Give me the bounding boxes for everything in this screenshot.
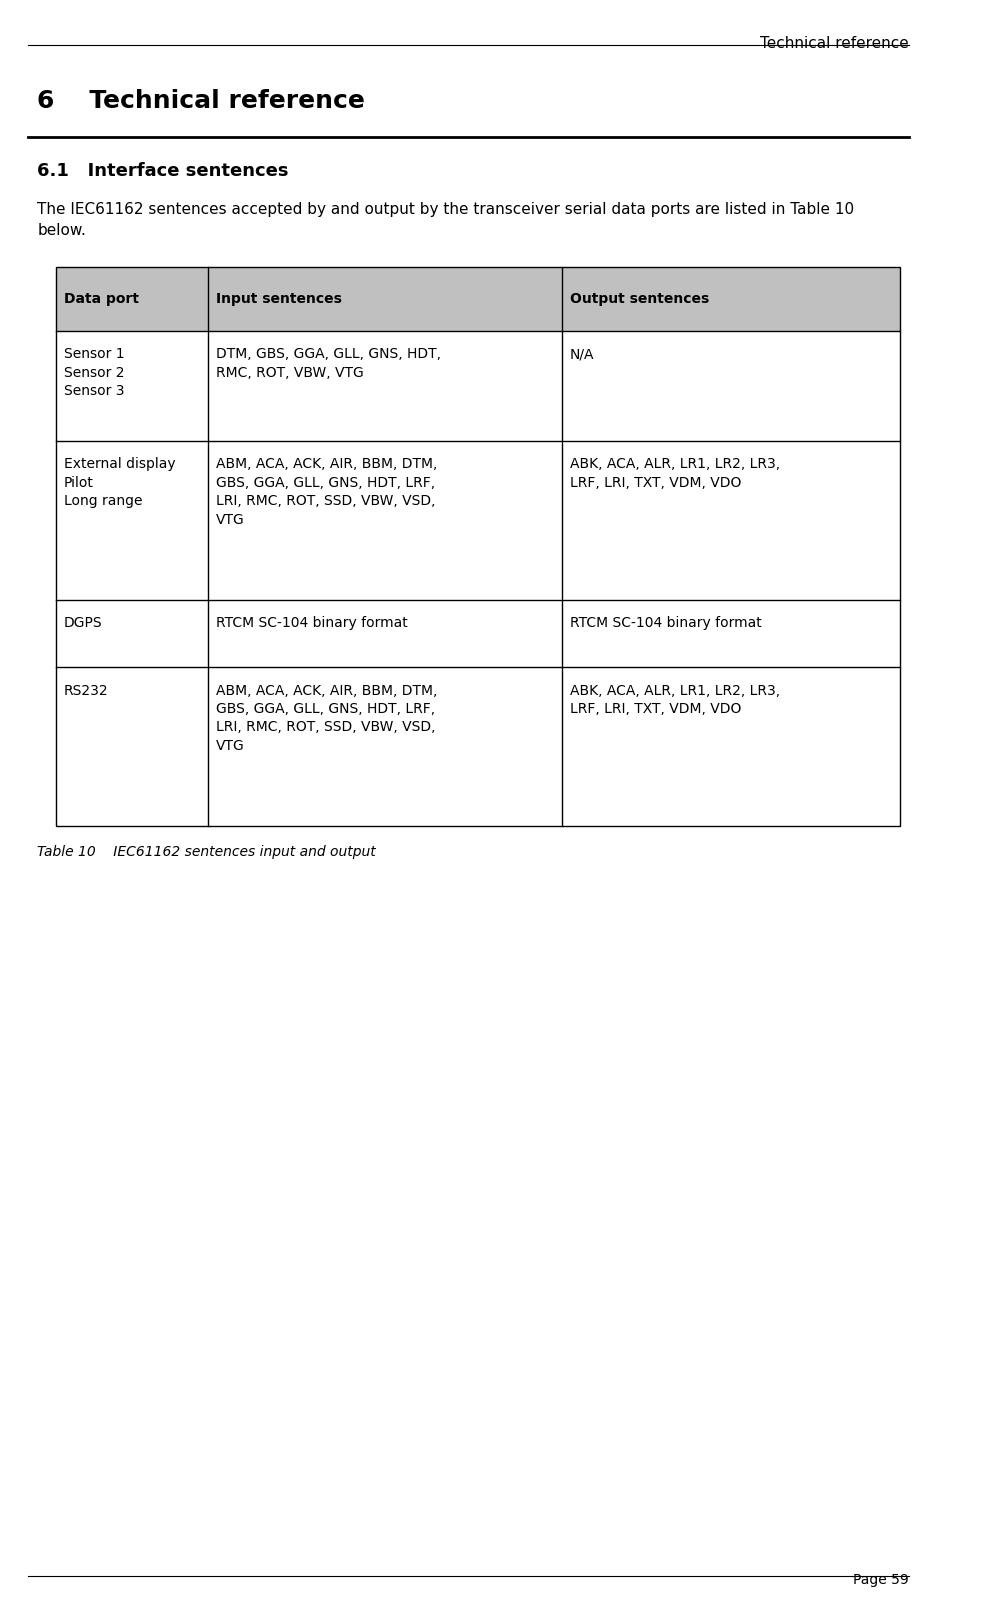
Text: N/A: N/A [570, 347, 595, 362]
Text: 6    Technical reference: 6 Technical reference [37, 89, 365, 113]
Text: Page 59: Page 59 [853, 1572, 909, 1587]
Bar [56, 331, 899, 441]
Text: Data port: Data port [63, 292, 139, 305]
Text: External display
Pilot
Long range: External display Pilot Long range [63, 457, 175, 507]
Text: RS232: RS232 [63, 684, 109, 698]
Text: Table 10    IEC61162 sentences input and output: Table 10 IEC61162 sentences input and ou… [37, 845, 376, 860]
Bar [56, 667, 899, 826]
Text: RTCM SC-104 binary format: RTCM SC-104 binary format [570, 616, 762, 630]
Bar [56, 267, 899, 331]
Bar [56, 600, 899, 667]
Text: Technical reference: Technical reference [761, 36, 909, 50]
Text: 6.1   Interface sentences: 6.1 Interface sentences [37, 162, 289, 179]
Text: ABM, ACA, ACK, AIR, BBM, DTM,
GBS, GGA, GLL, GNS, HDT, LRF,
LRI, RMC, ROT, SSD, : ABM, ACA, ACK, AIR, BBM, DTM, GBS, GGA, … [215, 684, 437, 753]
Text: The IEC61162 sentences accepted by and output by the transceiver serial data por: The IEC61162 sentences accepted by and o… [37, 202, 855, 238]
Text: ABK, ACA, ALR, LR1, LR2, LR3,
LRF, LRI, TXT, VDM, VDO: ABK, ACA, ALR, LR1, LR2, LR3, LRF, LRI, … [570, 684, 780, 716]
Text: Output sentences: Output sentences [570, 292, 709, 305]
Text: RTCM SC-104 binary format: RTCM SC-104 binary format [215, 616, 407, 630]
Bar [56, 441, 899, 600]
Text: DTM, GBS, GGA, GLL, GNS, HDT,
RMC, ROT, VBW, VTG: DTM, GBS, GGA, GLL, GNS, HDT, RMC, ROT, … [215, 347, 441, 380]
Text: Input sentences: Input sentences [215, 292, 341, 305]
Text: ABK, ACA, ALR, LR1, LR2, LR3,
LRF, LRI, TXT, VDM, VDO: ABK, ACA, ALR, LR1, LR2, LR3, LRF, LRI, … [570, 457, 780, 490]
Bar [56, 267, 899, 826]
Text: DGPS: DGPS [63, 616, 103, 630]
Text: ABM, ACA, ACK, AIR, BBM, DTM,
GBS, GGA, GLL, GNS, HDT, LRF,
LRI, RMC, ROT, SSD, : ABM, ACA, ACK, AIR, BBM, DTM, GBS, GGA, … [215, 457, 437, 527]
Text: Sensor 1
Sensor 2
Sensor 3: Sensor 1 Sensor 2 Sensor 3 [63, 347, 125, 398]
